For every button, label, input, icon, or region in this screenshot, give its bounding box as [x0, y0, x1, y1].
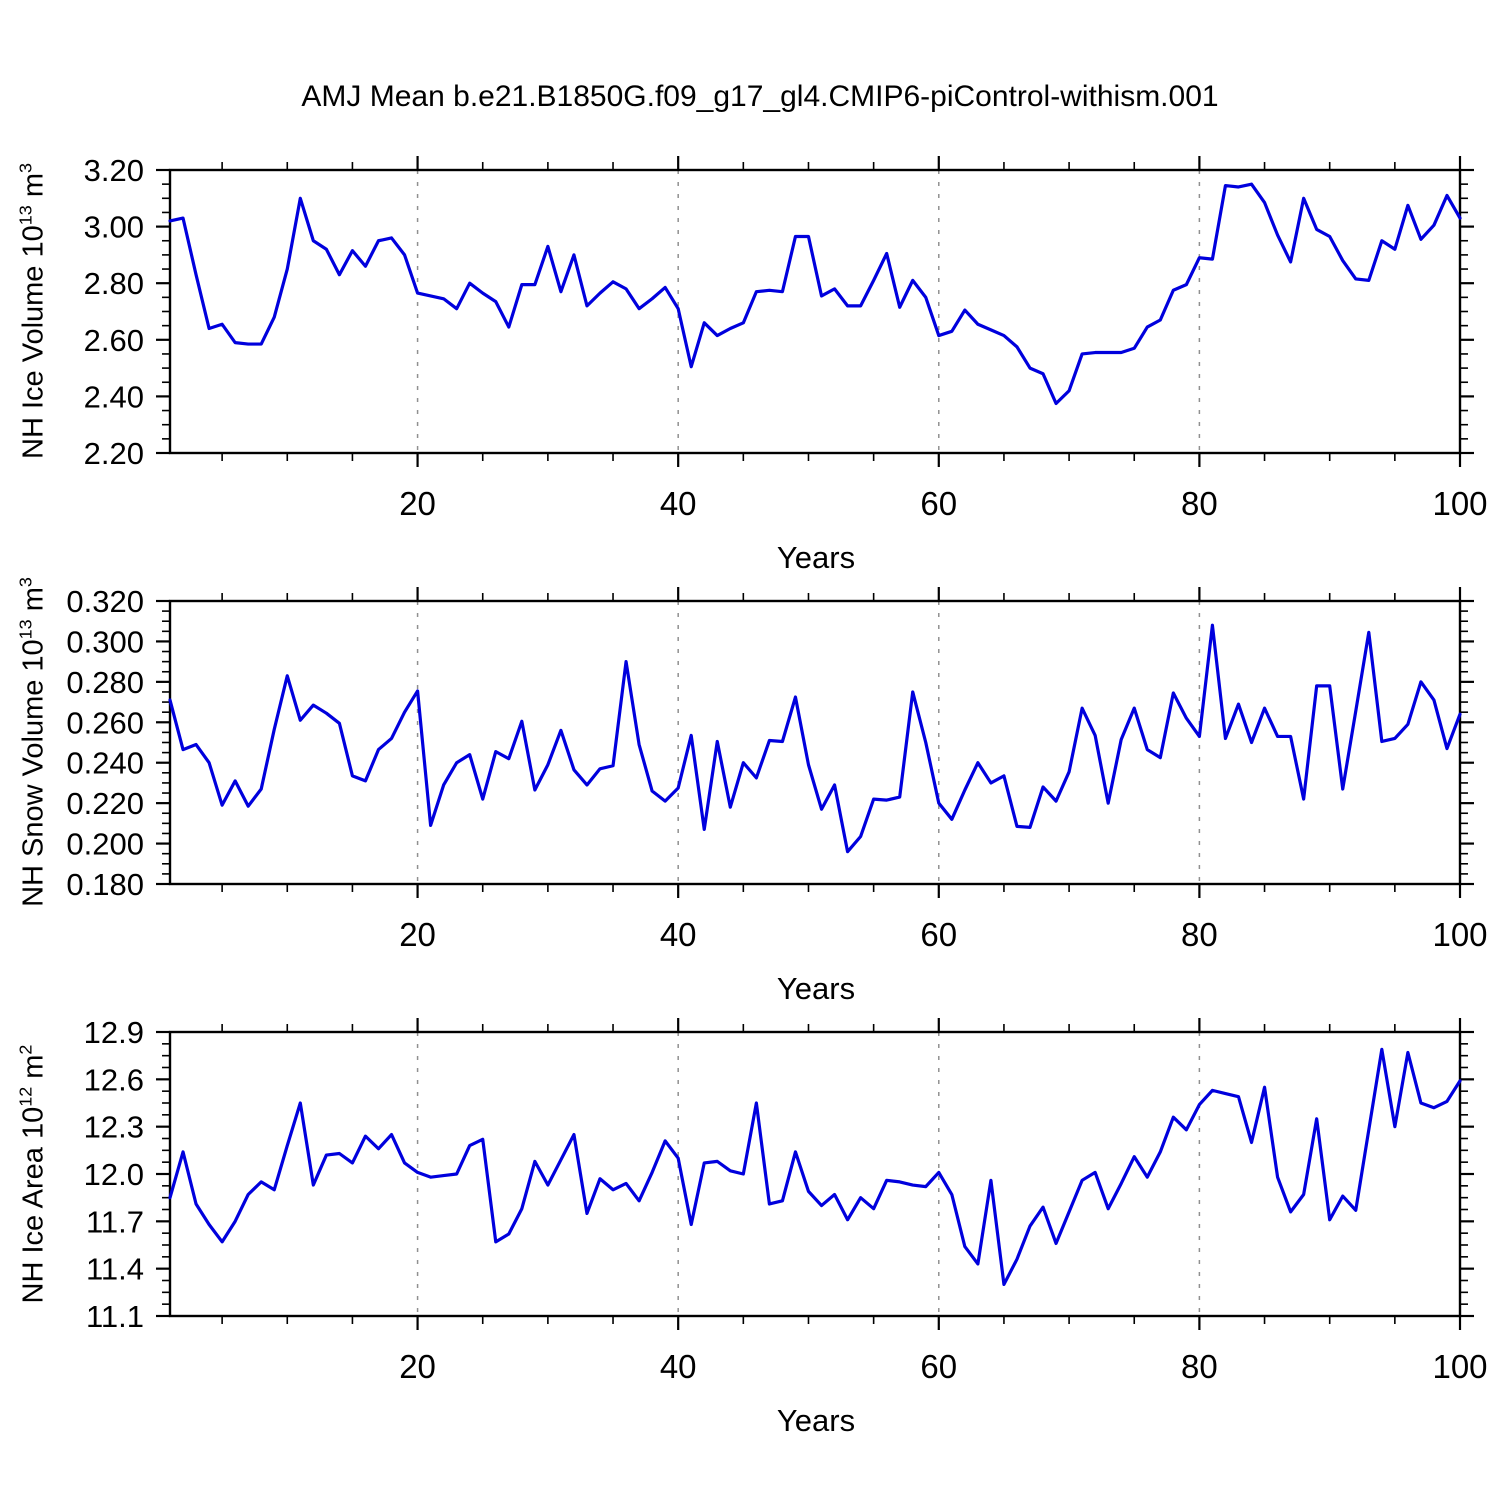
plot-frame-panel-1 [168, 168, 1462, 455]
x-tick-label: 20 [399, 485, 436, 522]
series-line-nh-snow-volume [168, 623, 1462, 854]
plot-frame-panel-3 [168, 1030, 1462, 1318]
y-tick-label: 0.320 [66, 584, 144, 619]
y-tick-label: 11.4 [86, 1252, 144, 1287]
x-axis-title-years-3: Years [776, 1403, 856, 1438]
y-tick-label: 12.0 [84, 1157, 144, 1192]
y-tick-label: 0.260 [66, 705, 144, 740]
x-axis-title-years-1: Years [776, 540, 856, 575]
x-tick-label: 40 [660, 1348, 697, 1385]
y-axis-title-text: NH Ice Volume 10 [17, 225, 50, 459]
x-tick-label: 80 [1181, 1348, 1218, 1385]
x-tick-label: 80 [1181, 485, 1218, 522]
y-axis-title-unit-exponent: 3 [15, 163, 36, 174]
series-line-nh-ice-area [168, 1047, 1462, 1287]
x-tick-label: 40 [660, 485, 697, 522]
page-title: AMJ Mean b.e21.B1850G.f09_g17_gl4.CMIP6-… [301, 80, 1219, 113]
x-tick-label: 80 [1181, 916, 1218, 953]
x-tick-label: 20 [399, 916, 436, 953]
y-axis-title-unit: m [17, 1054, 50, 1087]
y-tick-label: 0.180 [66, 867, 144, 902]
y-tick-label: 2.60 [84, 323, 144, 358]
y-tick-label: 11.1 [86, 1299, 144, 1334]
y-axis-title-snow-volume: NH Snow Volume 1013 m3 [16, 577, 51, 907]
x-tick-label: 100 [1432, 916, 1487, 953]
y-tick-label: 0.220 [66, 786, 144, 821]
series-line-nh-ice-volume [168, 182, 1462, 406]
y-axis-title-exponent: 12 [15, 1086, 36, 1107]
y-axis-title-text: NH Snow Volume 10 [17, 639, 50, 907]
y-tick-label: 0.200 [66, 827, 144, 862]
x-tick-label: 40 [660, 916, 697, 953]
y-axis-title-unit: m [17, 587, 50, 620]
y-axis-title-exponent: 13 [15, 205, 36, 226]
y-axis-title-ice-volume: NH Ice Volume 1013 m3 [16, 163, 51, 459]
y-tick-label: 12.6 [84, 1062, 144, 1097]
y-tick-label: 3.20 [84, 153, 144, 188]
y-tick-label: 0.240 [66, 746, 144, 781]
x-tick-label: 60 [920, 485, 957, 522]
y-tick-label: 0.280 [66, 665, 144, 700]
plot-frame-panel-2 [168, 599, 1462, 886]
y-axis-title-ice-area: NH Ice Area 1012 m2 [16, 1045, 51, 1304]
y-tick-label: 3.00 [84, 210, 144, 245]
x-tick-label: 60 [920, 916, 957, 953]
y-axis-title-exponent: 13 [15, 619, 36, 640]
y-tick-label: 2.20 [84, 436, 144, 471]
x-tick-label: 100 [1432, 1348, 1487, 1385]
y-tick-label: 2.80 [84, 266, 144, 301]
x-tick-label: 60 [920, 1348, 957, 1385]
x-tick-label: 20 [399, 1348, 436, 1385]
x-tick-label: 100 [1432, 485, 1487, 522]
y-tick-label: 0.300 [66, 624, 144, 659]
y-tick-label: 12.9 [84, 1015, 144, 1050]
y-tick-label: 11.7 [86, 1204, 144, 1239]
y-axis-title-unit-exponent: 2 [15, 1044, 36, 1055]
y-tick-label: 2.40 [84, 379, 144, 414]
y-axis-title-text: NH Ice Area 10 [17, 1106, 50, 1304]
y-tick-label: 12.3 [84, 1110, 144, 1145]
y-axis-title-unit: m [17, 173, 50, 206]
x-axis-title-years-2: Years [776, 971, 856, 1006]
y-axis-title-unit-exponent: 3 [15, 577, 36, 588]
